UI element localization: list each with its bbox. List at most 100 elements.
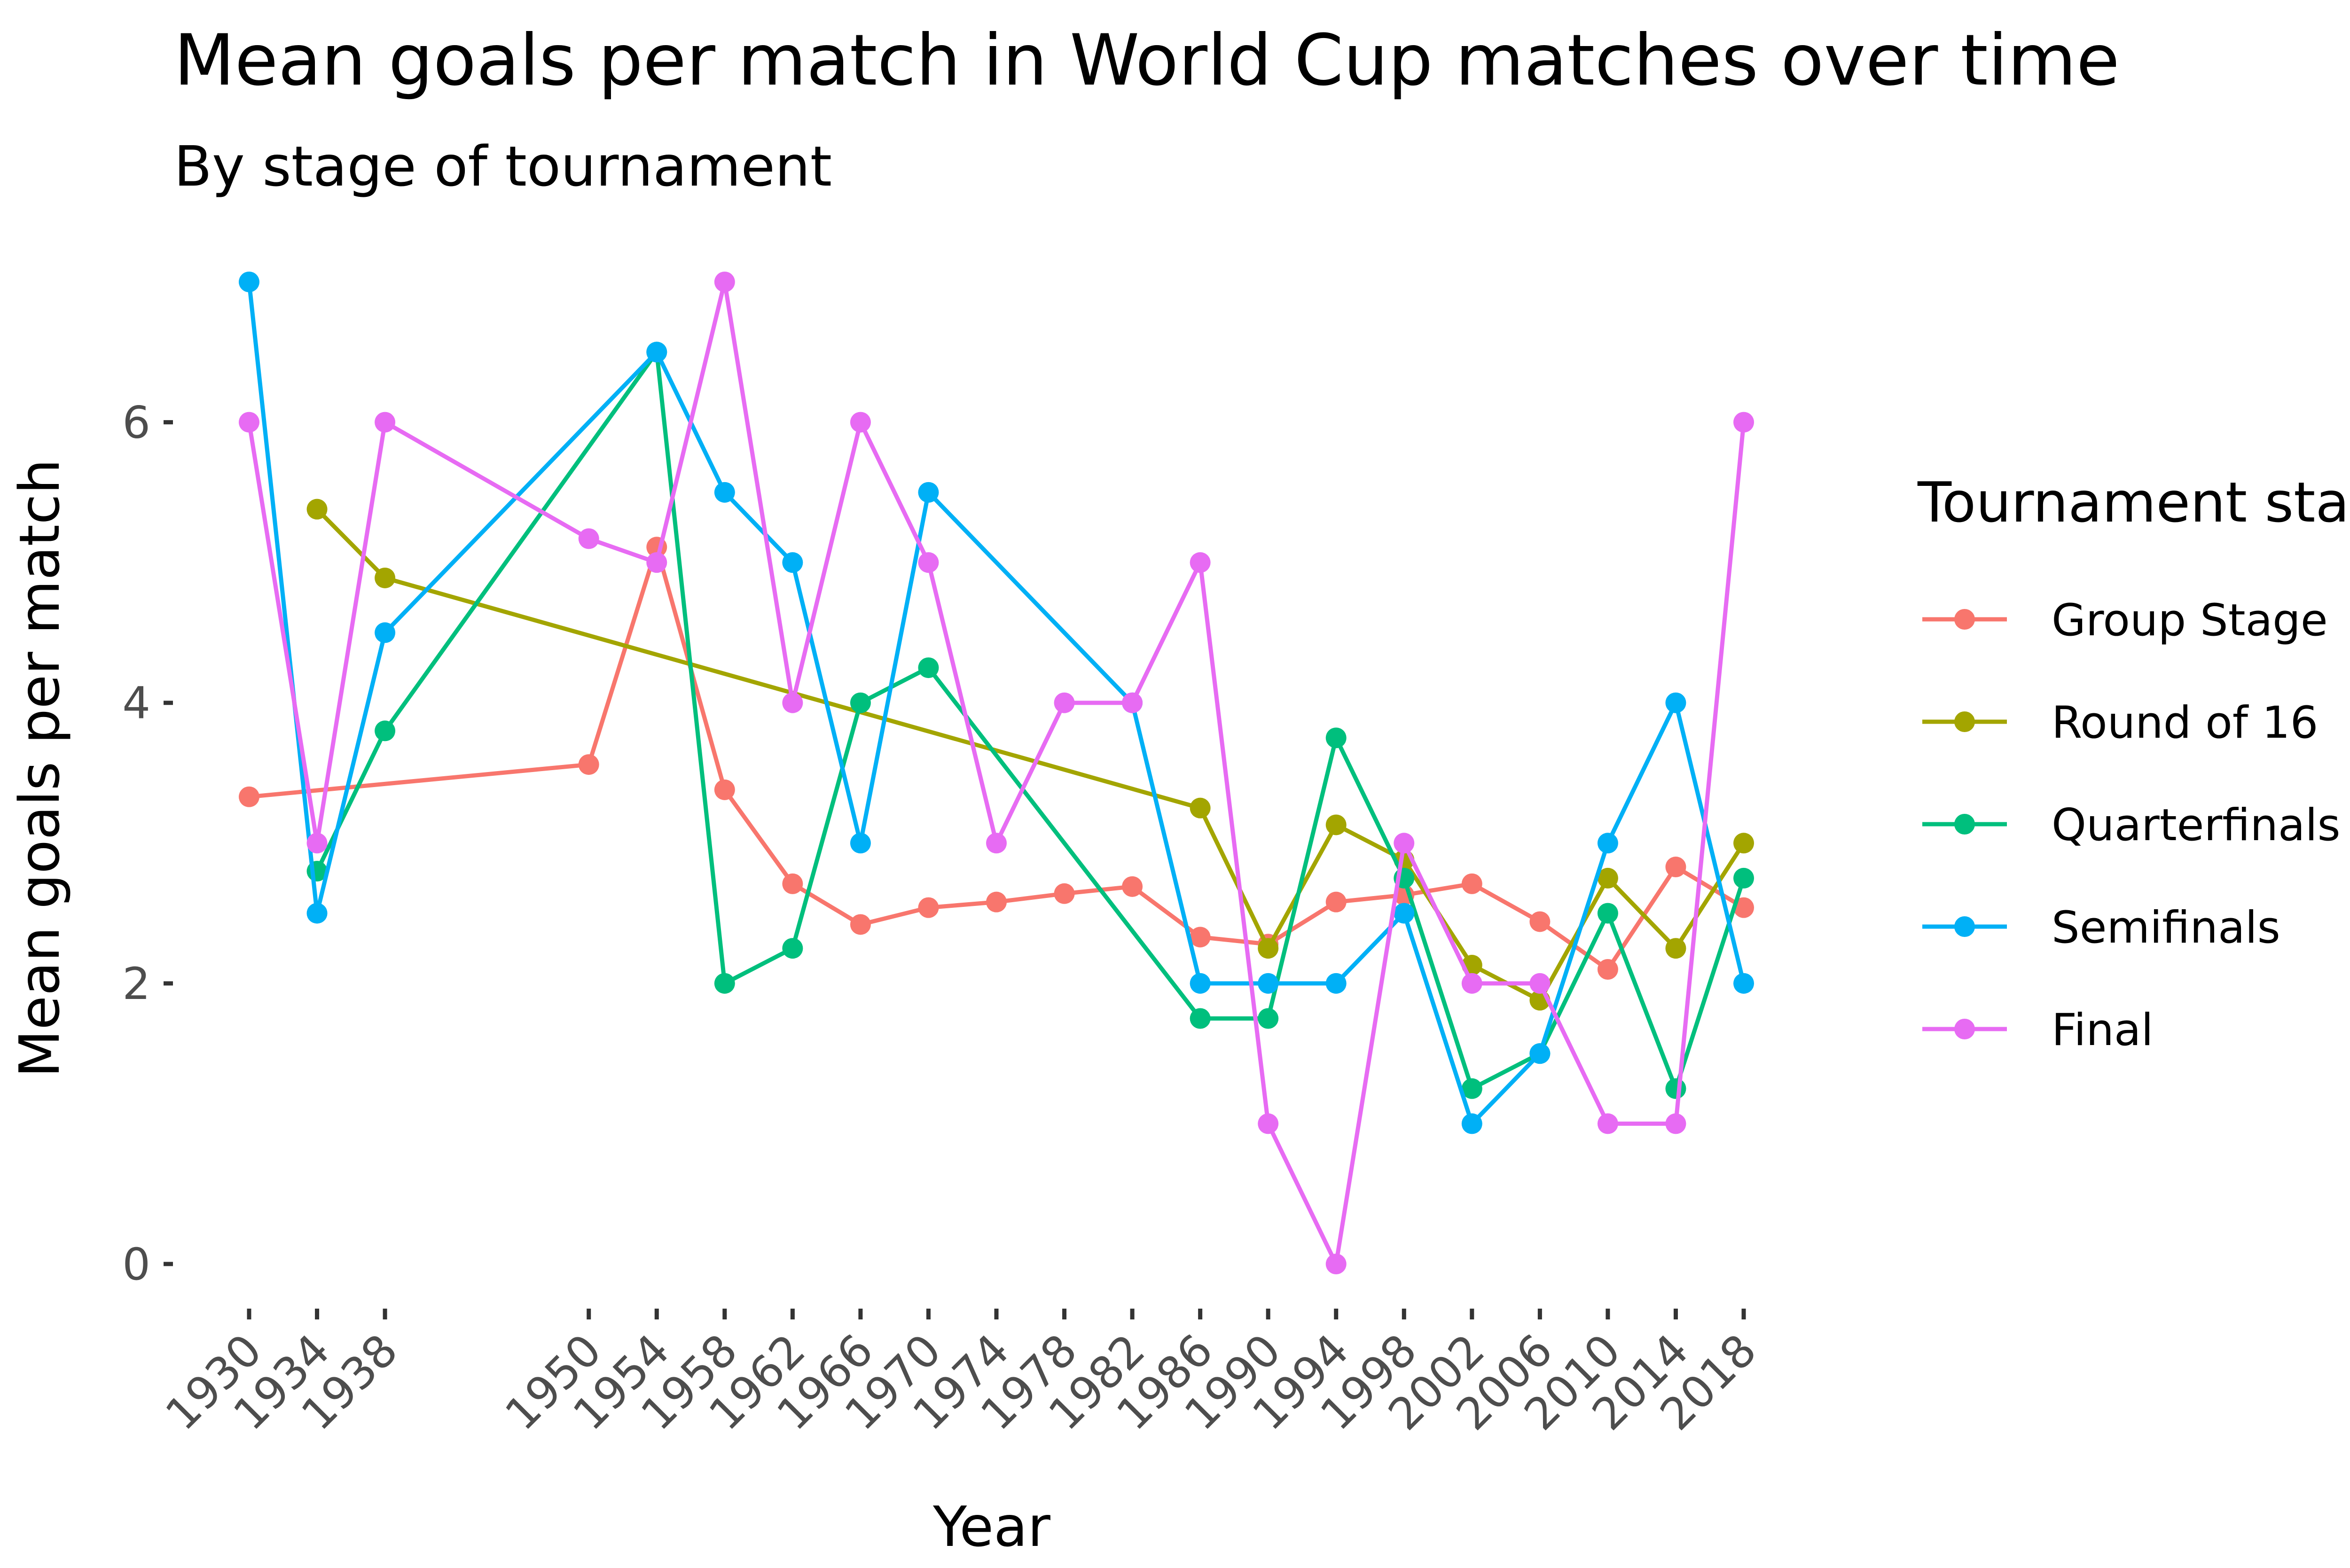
point-final-1958 [714,272,735,292]
series-final [239,272,1754,1274]
legend-item-group-stage: Group Stage [1922,595,2328,646]
point-semifinals-1930 [239,272,259,292]
point-semifinals-1998 [1394,903,1415,924]
point-round-of-16-1994 [1325,814,1347,835]
point-final-1930 [239,412,259,433]
point-final-2006 [1529,973,1551,994]
point-quarterfinals-1986 [1190,1008,1211,1029]
point-group-stage-1950 [578,754,599,775]
y-tick-label-2: 2 [122,959,150,1010]
point-round-of-16-1986 [1190,797,1211,819]
point-final-1950 [578,528,599,549]
point-semifinals-1934 [306,903,328,924]
point-semifinals-2006 [1529,1043,1551,1064]
legend-key-point [1954,814,1975,835]
legend: Tournament stage Group Stage Round of 16 Q… [1917,470,2350,1056]
point-final-2014 [1665,1113,1686,1134]
point-final-2002 [1461,973,1482,994]
legend-label: Group Stage [2052,595,2328,646]
point-quarterfinals-2018 [1733,867,1754,889]
point-group-stage-2006 [1529,911,1551,932]
y-tick-label-0: 0 [122,1239,150,1290]
point-round-of-16-2014 [1665,938,1686,959]
legend-item-final: Final [1922,1005,2154,1056]
y-axis-title: Mean goals per match [7,459,72,1078]
point-quarterfinals-1994 [1325,727,1347,749]
point-round-of-16-1934 [306,499,328,520]
point-semifinals-1994 [1325,973,1347,994]
point-group-stage-1962 [782,873,803,894]
point-semifinals-2002 [1461,1113,1482,1134]
point-semifinals-1990 [1258,973,1279,994]
point-semifinals-1958 [714,482,735,503]
plot-area [239,272,1754,1274]
point-quarterfinals-1958 [714,973,735,994]
point-round-of-16-2018 [1733,833,1754,854]
chart-title: Mean goals per match in World Cup matche… [174,20,2120,101]
point-round-of-16-2010 [1597,867,1618,889]
point-group-stage-2014 [1665,857,1686,878]
point-semifinals-1986 [1190,973,1211,994]
series-line-semifinals [247,281,1746,1126]
legend-label: Quarterfinals [2052,800,2341,851]
series-semifinals [239,272,1754,1134]
point-quarterfinals-1938 [375,720,396,741]
series-round-of-16 [306,499,1754,1011]
series-line-final [247,280,1746,1266]
point-final-1974 [986,833,1007,854]
chart-subtitle: By stage of tournament [174,134,832,199]
point-quarterfinals-2010 [1597,903,1618,924]
point-semifinals-2010 [1597,833,1618,854]
point-semifinals-1962 [782,552,803,573]
point-group-stage-1970 [918,897,939,918]
point-quarterfinals-1966 [850,692,871,713]
legend-label: Round of 16 [2052,697,2318,749]
point-final-1954 [646,552,667,573]
legend-label: Semifinals [2052,902,2280,953]
legend-key-point [1954,711,1975,732]
point-final-2010 [1597,1113,1618,1134]
point-group-stage-1966 [850,914,871,935]
point-final-1938 [375,412,396,433]
point-final-1990 [1258,1113,1279,1134]
series-line-round-of-16 [315,507,1746,1003]
point-group-stage-1978 [1054,883,1075,904]
point-quarterfinals-1990 [1258,1008,1279,1029]
point-final-1970 [918,552,939,573]
point-final-1934 [306,833,328,854]
point-semifinals-1938 [375,622,396,643]
point-final-1966 [850,412,871,433]
legend-key-point [1954,916,1975,937]
point-group-stage-1958 [714,779,735,800]
point-group-stage-2010 [1597,959,1618,980]
point-semifinals-2014 [1665,692,1686,713]
point-group-stage-1994 [1325,891,1347,913]
point-final-2018 [1733,412,1754,433]
y-tick-label-6: 6 [122,398,150,449]
point-semifinals-1954 [646,342,667,363]
point-semifinals-1970 [918,482,939,503]
point-quarterfinals-1970 [918,657,939,679]
series-line-quarterfinals [315,350,1746,1091]
x-axis-title: Year [932,1494,1050,1559]
point-group-stage-1974 [986,891,1007,913]
legend-item-quarterfinals: Quarterfinals [1922,800,2341,851]
point-quarterfinals-2014 [1665,1078,1686,1099]
point-final-1982 [1122,692,1143,713]
y-tick-label-4: 4 [122,678,150,729]
point-group-stage-1982 [1122,876,1143,897]
point-final-1978 [1054,692,1075,713]
legend-key-point [1954,1019,1975,1039]
legend-title: Tournament stage [1917,470,2350,535]
point-quarterfinals-2002 [1461,1078,1482,1099]
y-axis: 0 2 4 6 [122,398,173,1290]
legend-label: Final [2052,1005,2154,1056]
point-group-stage-2002 [1461,873,1482,894]
point-final-1962 [782,692,803,713]
point-round-of-16-1938 [375,567,396,588]
legend-item-round-of-16: Round of 16 [1922,697,2318,749]
legend-item-semifinals: Semifinals [1922,902,2280,953]
point-round-of-16-1990 [1258,938,1279,959]
